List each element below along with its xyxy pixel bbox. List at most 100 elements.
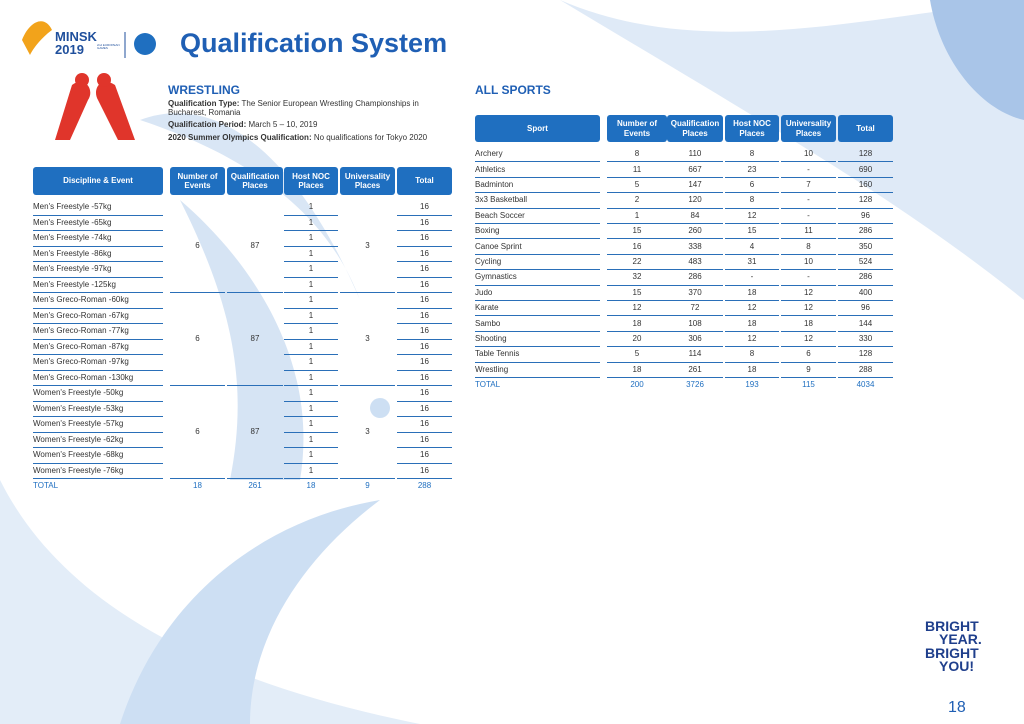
value-cell: 261: [667, 363, 723, 378]
value-cell: 108: [667, 316, 723, 332]
value-cell: 18: [725, 286, 779, 301]
value-cell: 96: [838, 301, 893, 317]
total-cell: 16: [397, 216, 452, 231]
header-cell: Total: [397, 167, 452, 195]
value-cell: 31: [725, 255, 779, 271]
sport-cell: Karate: [475, 301, 600, 317]
value-cell: 84: [667, 209, 723, 224]
header-cell: Host NOC Places: [284, 167, 338, 195]
value-cell: 147: [667, 178, 723, 194]
host-cell: 1: [284, 340, 338, 355]
total-row-cell: 18: [306, 481, 316, 490]
value-cell: 286: [838, 224, 893, 240]
value-cell: 32: [607, 270, 667, 286]
host-cell: 1: [284, 386, 338, 402]
info: Qualification Type: The Senior European …: [168, 99, 448, 142]
header-cell: Number of Events: [170, 167, 225, 195]
value-cell: 18: [725, 363, 779, 378]
event-cell: Men's Greco-Roman -77kg: [33, 324, 163, 340]
total-cell: 16: [397, 324, 452, 340]
value-cell: 306: [667, 332, 723, 348]
value-cell: 10: [781, 255, 836, 271]
total-cell: 16: [397, 371, 452, 386]
event-cell: Men's Freestyle -57kg: [33, 200, 163, 216]
event-cell: Men's Freestyle -74kg: [33, 231, 163, 247]
event-cell: Men's Freestyle -65kg: [33, 216, 163, 231]
value-cell: 260: [667, 224, 723, 240]
host-cell: 1: [284, 433, 338, 448]
total-row-cell: TOTAL: [33, 481, 59, 490]
value-cell: 1: [607, 209, 667, 224]
total-row-cell: TOTAL: [475, 380, 501, 389]
value-cell: 20: [607, 332, 667, 348]
value-cell: 23: [725, 162, 779, 178]
host-cell: 1: [284, 293, 338, 309]
header-cell: Number of Events: [607, 115, 667, 142]
total-cell: 16: [397, 464, 452, 479]
value-cell: 18: [607, 316, 667, 332]
sport-cell: Beach Soccer: [475, 209, 600, 224]
value-cell: 18: [607, 363, 667, 378]
sport-cell: Sambo: [475, 316, 600, 332]
event-cell: Men's Greco-Roman -97kg: [33, 355, 163, 371]
header-cell: Sport: [475, 115, 600, 142]
sport-cell: Wrestling: [475, 363, 600, 378]
event-cell: Men's Greco-Roman -87kg: [33, 340, 163, 355]
value-cell: 12: [607, 301, 667, 317]
host-cell: 1: [284, 448, 338, 464]
value-cell: 8: [725, 147, 779, 163]
host-cell: 1: [284, 324, 338, 340]
host-cell: 1: [284, 262, 338, 278]
header-cell: Discipline & Event: [33, 167, 163, 195]
value-cell: -: [781, 193, 836, 209]
value-cell: 114: [667, 347, 723, 363]
header-cell: Universality Places: [340, 167, 395, 195]
value-cell: 7: [781, 178, 836, 194]
host-cell: 1: [284, 402, 338, 417]
value-cell: 330: [838, 332, 893, 348]
value-cell: 286: [667, 270, 723, 286]
value-cell: 110: [667, 147, 723, 163]
sport-cell: Judo: [475, 286, 600, 301]
event-cell: Women's Freestyle -57kg: [33, 417, 163, 433]
host-cell: 1: [284, 247, 338, 262]
value-cell: 16: [607, 239, 667, 255]
total-row-cell: 9: [365, 481, 370, 490]
header-cell: Qualification Places: [227, 167, 283, 195]
value-cell: 18: [781, 316, 836, 332]
value-cell: -: [781, 209, 836, 224]
value-cell: 8: [725, 347, 779, 363]
value-cell: 22: [607, 255, 667, 271]
value-cell: 128: [838, 193, 893, 209]
value-cell: 286: [838, 270, 893, 286]
value-cell: 10: [781, 147, 836, 163]
host-cell: 1: [284, 371, 338, 386]
event-cell: Men's Freestyle -125kg: [33, 278, 163, 293]
value-cell: 120: [667, 193, 723, 209]
qualification-cell: 87: [227, 293, 283, 386]
total-row-cell: 115: [802, 380, 815, 389]
value-cell: 8: [781, 239, 836, 255]
total-cell: 16: [397, 448, 452, 464]
qualification-cell: 87: [227, 200, 283, 293]
header-cell: Total: [838, 115, 893, 142]
qualification-cell: 87: [227, 386, 283, 479]
event-cell: Women's Freestyle -50kg: [33, 386, 163, 402]
value-cell: 15: [607, 224, 667, 240]
sport-cell: Cycling: [475, 255, 600, 271]
logo-sub: 2nd EUROPEAN GAMES: [97, 43, 120, 50]
slogan: BRIGHT YEAR. BRIGHT YOU!: [925, 618, 982, 674]
value-cell: 15: [725, 224, 779, 240]
value-cell: 160: [838, 178, 893, 194]
total-cell: 16: [397, 433, 452, 448]
total-cell: 16: [397, 355, 452, 371]
host-cell: 1: [284, 216, 338, 231]
host-cell: 1: [284, 278, 338, 293]
events-cell: 6: [170, 200, 225, 293]
value-cell: 12: [781, 301, 836, 317]
value-cell: 288: [838, 363, 893, 378]
total-cell: 16: [397, 386, 452, 402]
header-cell: Universality Places: [781, 115, 836, 142]
value-cell: 12: [725, 332, 779, 348]
value-cell: 8: [607, 147, 667, 163]
